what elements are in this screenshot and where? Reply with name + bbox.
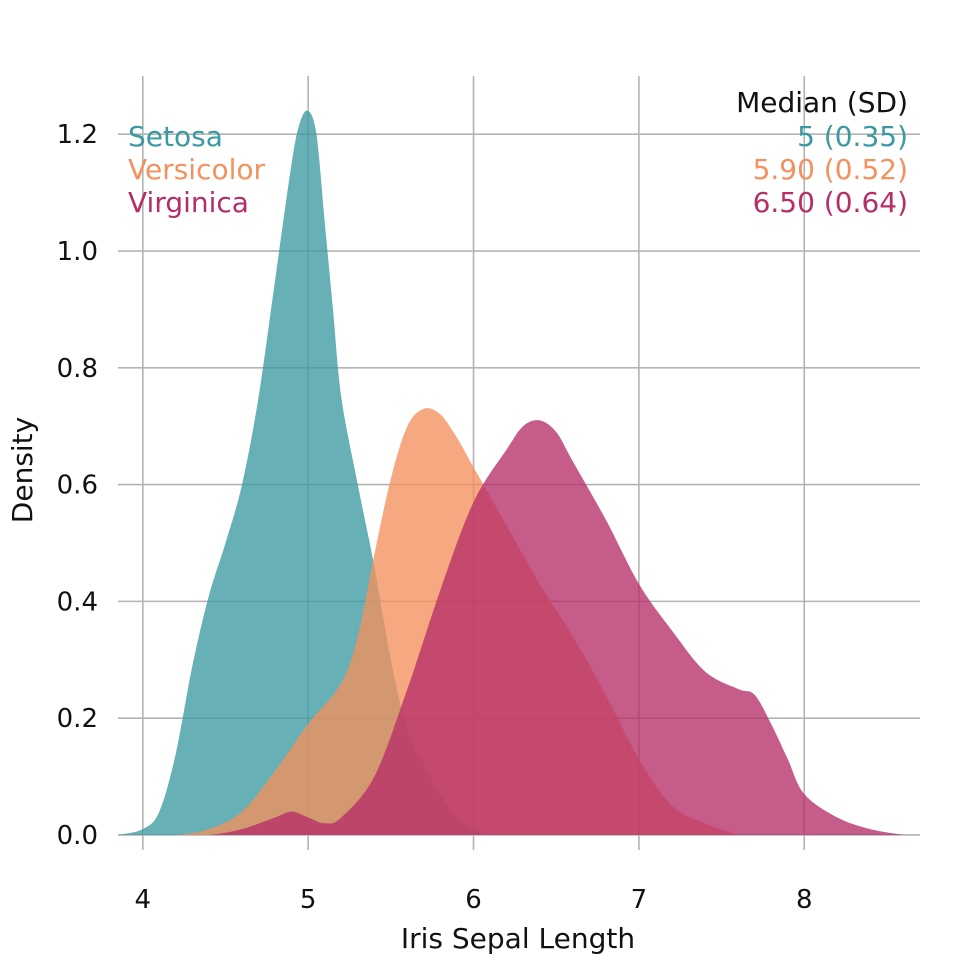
y-tick-label-1: 0.2 — [57, 704, 98, 734]
summary-header: Median (SD) — [736, 86, 908, 119]
y-tick-label-4: 0.8 — [57, 354, 98, 384]
axis-tick-labels: 4 5 6 7 8 0.0 0.2 0.4 0.6 0.8 1.0 1.2 — [57, 120, 813, 915]
density-areas — [118, 110, 904, 835]
x-tick-label-0: 4 — [135, 885, 152, 915]
legend-summary-setosa: 5 (0.35) — [797, 120, 908, 153]
legend-label-setosa: Setosa — [128, 120, 223, 153]
y-tick-label-0: 0.0 — [57, 821, 98, 851]
legend: Median (SD) Setosa 5 (0.35) Versicolor 5… — [128, 86, 908, 219]
y-tick-label-2: 0.4 — [57, 587, 98, 617]
legend-label-versicolor: Versicolor — [128, 153, 266, 186]
y-tick-label-3: 0.6 — [57, 471, 98, 501]
x-tick-label-1: 5 — [300, 885, 317, 915]
x-tick-label-4: 8 — [796, 885, 813, 915]
x-tick-label-3: 7 — [631, 885, 648, 915]
legend-summary-virginica: 6.50 (0.64) — [753, 186, 908, 219]
x-tick-label-2: 6 — [465, 885, 482, 915]
y-axis-title: Density — [6, 417, 39, 523]
legend-label-virginica: Virginica — [128, 186, 249, 219]
y-tick-label-5: 1.0 — [57, 237, 98, 267]
density-area-virginica — [175, 420, 904, 835]
legend-summary-versicolor: 5.90 (0.52) — [753, 153, 908, 186]
y-tick-label-6: 1.2 — [57, 120, 98, 150]
x-axis-title: Iris Sepal Length — [401, 922, 635, 955]
density-area-setosa — [118, 110, 491, 835]
